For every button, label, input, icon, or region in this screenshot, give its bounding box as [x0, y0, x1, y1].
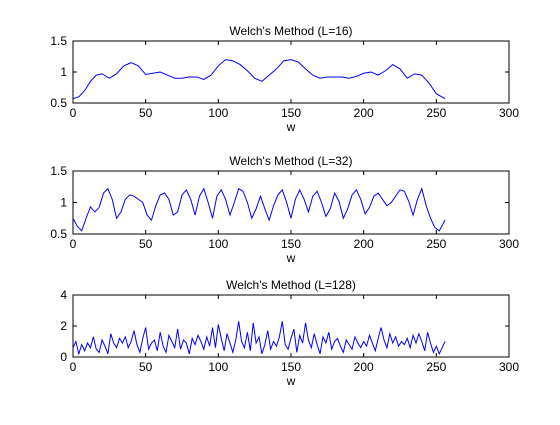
x-tick-label: 100 [208, 106, 228, 120]
y-tick-label: 1.5 [50, 34, 67, 48]
y-tick-label: 1.5 [50, 164, 67, 178]
y-tick-label: 2 [60, 319, 67, 333]
x-axis-label: w [286, 374, 296, 388]
x-tick-label: 200 [354, 106, 374, 120]
subplot-1: Welch's Method (L=16) 0 50 100 150 200 250 300 0… [50, 24, 519, 134]
x-tick-label: 50 [139, 237, 153, 251]
y-tick-label: 0 [60, 350, 67, 364]
plot-area [72, 40, 510, 104]
y-tick-label: 4 [60, 288, 67, 302]
x-tick-label: 200 [354, 237, 374, 251]
x-tick-label: 300 [499, 237, 519, 251]
subplot-title: Welch's Method (L=16) [229, 24, 352, 38]
x-tick-label: 0 [70, 360, 77, 374]
y-tick-label: 0.5 [50, 227, 67, 241]
series-line [72, 59, 446, 100]
x-tick-label: 150 [281, 106, 301, 120]
subplot-2: Welch's Method (L=32) 0 50 100 150 200 250 300 0… [50, 154, 519, 265]
x-tick-label: 250 [426, 360, 446, 374]
x-tick-label: 0 [70, 106, 77, 120]
x-tick-label: 0 [70, 237, 77, 251]
subplot-title: Welch's Method (L=128) [226, 278, 356, 292]
x-tick-label: 300 [499, 360, 519, 374]
x-tick-label: 250 [426, 106, 446, 120]
x-tick-label: 300 [499, 106, 519, 120]
y-tick-label: 0.5 [50, 96, 67, 110]
y-tick-label: 1 [60, 65, 67, 79]
x-tick-label: 100 [208, 360, 228, 374]
series-line [72, 321, 446, 356]
x-axis-label: w [286, 251, 296, 265]
subplot-3: Welch's Method (L=128) 0 50 100 150 200 250 300… [60, 278, 519, 388]
x-tick-label: 50 [139, 106, 153, 120]
x-tick-label: 150 [281, 360, 301, 374]
x-tick-label: 250 [426, 237, 446, 251]
x-tick-label: 100 [208, 237, 228, 251]
series-line [72, 187, 446, 232]
plot-area [72, 170, 510, 235]
x-axis-label: w [286, 120, 296, 134]
x-tick-label: 150 [281, 237, 301, 251]
x-tick-label: 50 [139, 360, 153, 374]
y-tick-label: 1 [60, 196, 67, 210]
subplot-title: Welch's Method (L=32) [229, 154, 352, 168]
x-tick-label: 200 [354, 360, 374, 374]
